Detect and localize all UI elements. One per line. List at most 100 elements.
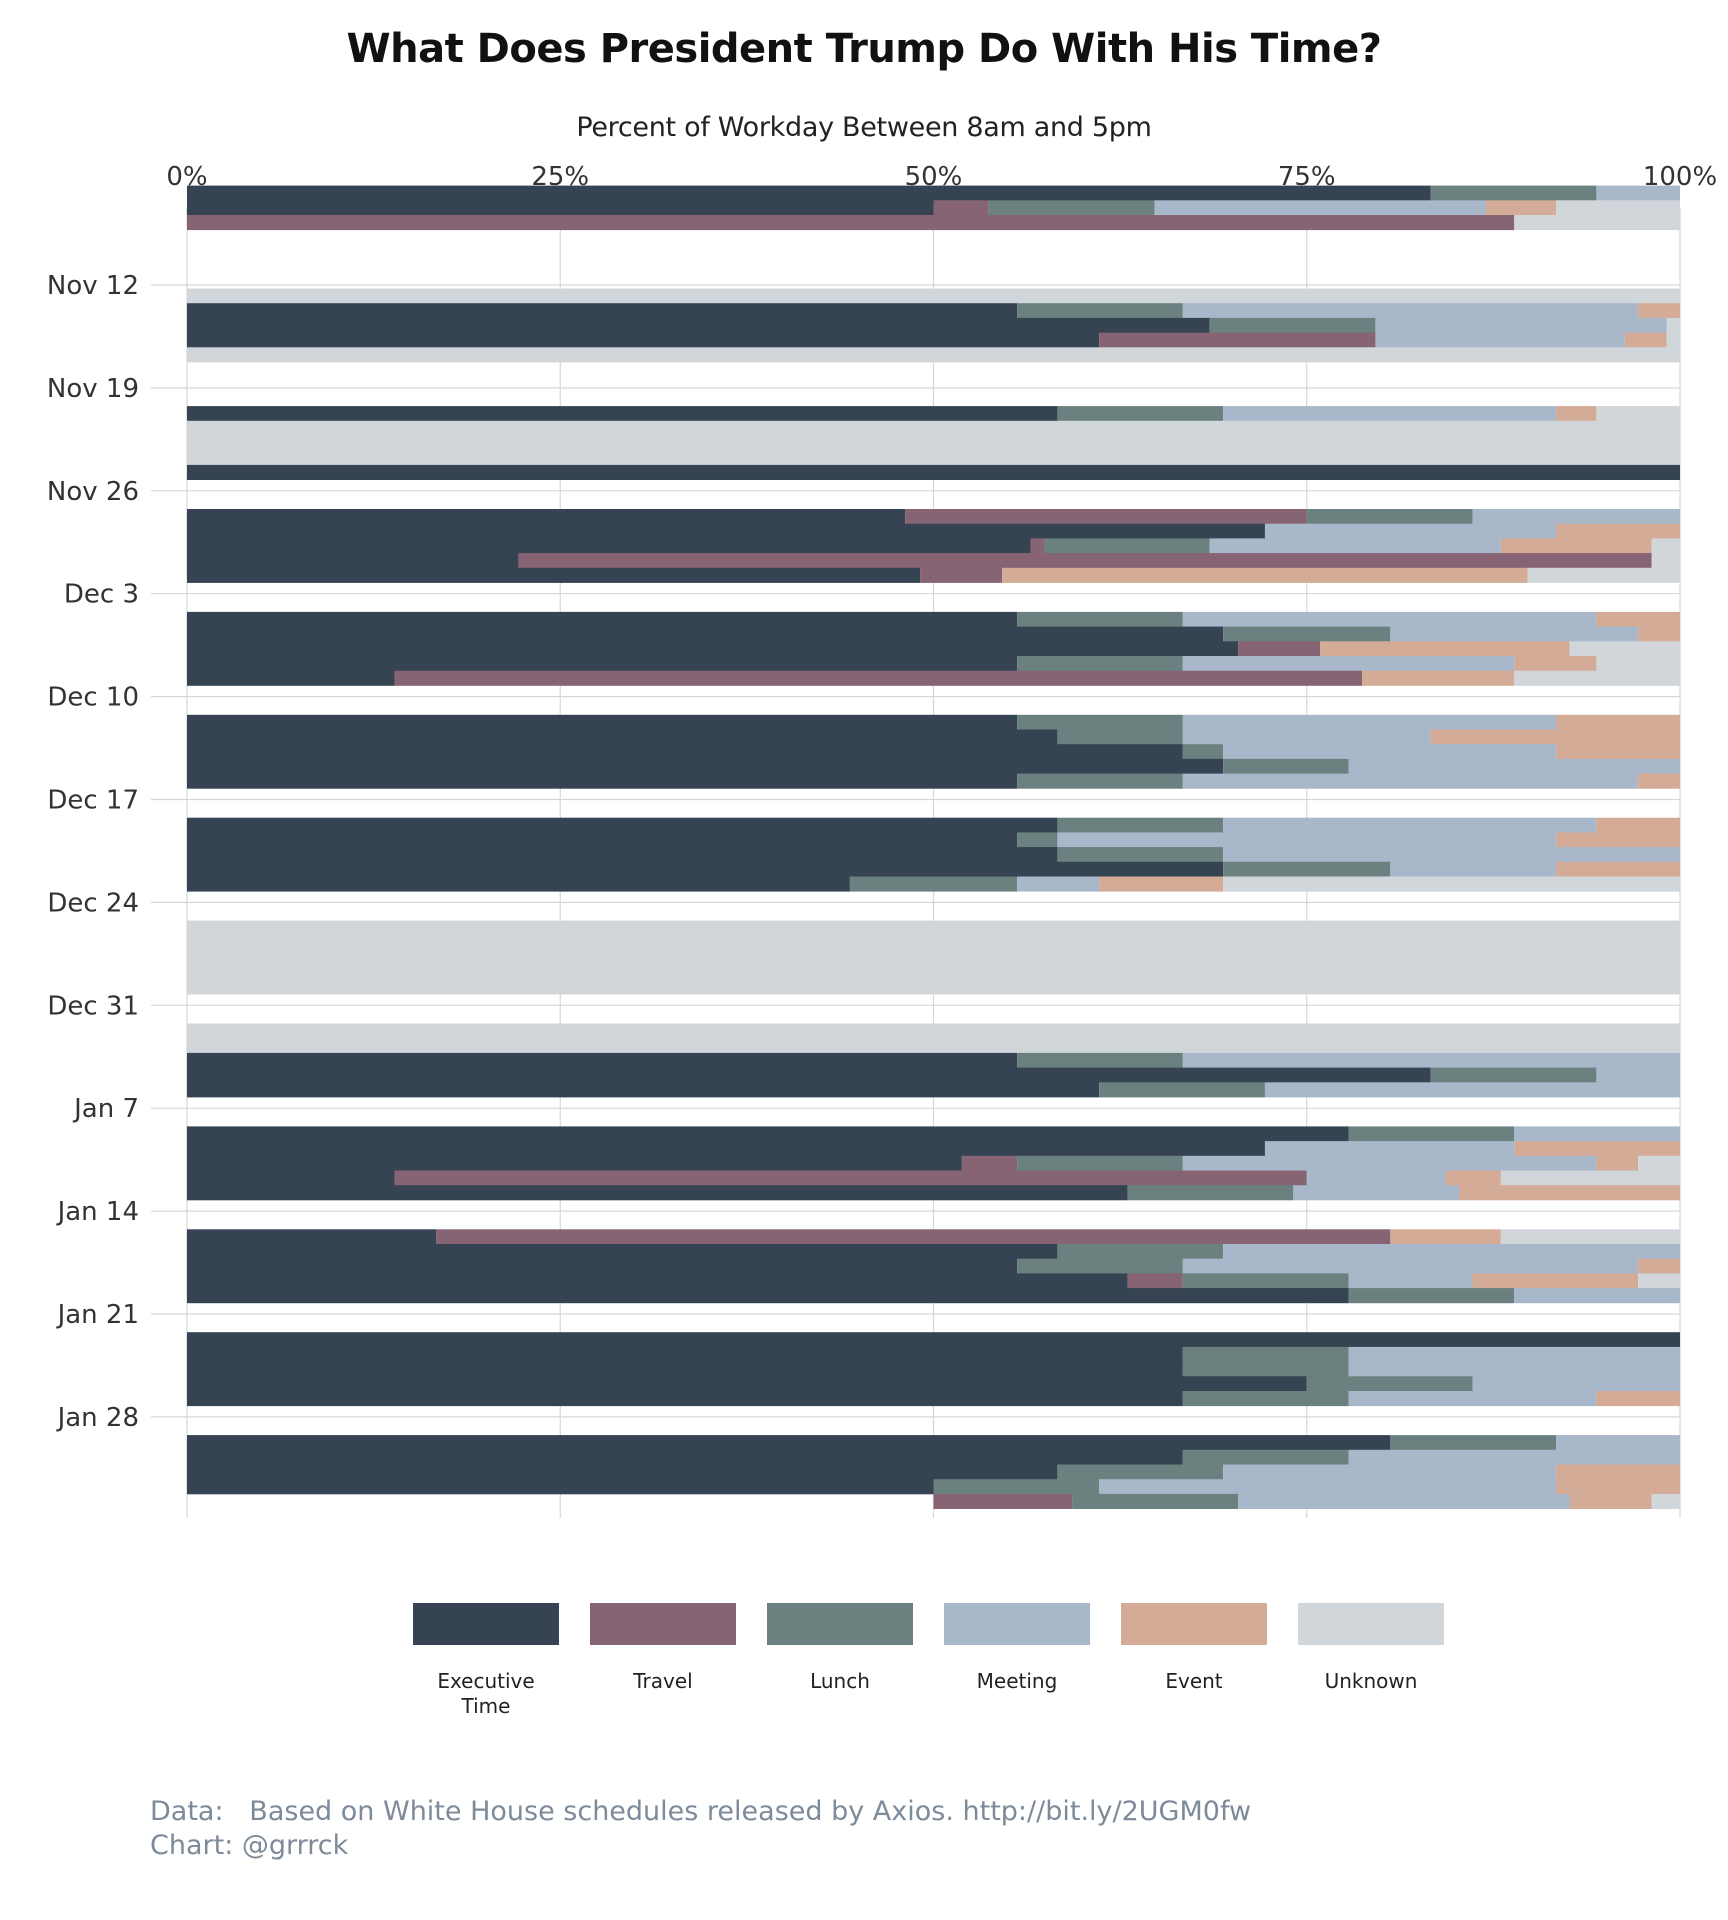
x-tick-label: 50% [905,162,963,192]
bar-segment [187,714,1018,730]
legend-label: Lunch [810,1669,870,1693]
bar-segment [1472,1376,1680,1392]
bar-segment [1527,567,1680,583]
bar-segment [1182,744,1224,760]
bar-segment [1514,215,1680,231]
bar-segment [1638,626,1680,642]
bar-segment [1223,1244,1680,1260]
bar-segment [1651,538,1680,554]
bar-segment [1348,1273,1473,1289]
bar-segment [1127,1273,1183,1289]
bar-segment [1209,538,1501,554]
bar-segment [1556,744,1680,760]
bar-segment [1182,656,1515,672]
y-tick-label: Nov 26 [47,477,139,507]
bar-segment [1638,1273,1680,1289]
bar-segment [1348,1391,1597,1407]
bar-segment [394,670,1362,686]
bar-segment [1002,567,1528,583]
bar-segment [1306,1376,1473,1392]
bar-segment [1390,1229,1501,1245]
bar-segment [1666,317,1680,333]
legend-label: Travel [633,1669,693,1693]
bar-segment [1293,1185,1460,1201]
bar-segment [187,670,395,686]
bar-segment [1638,1258,1680,1274]
bar-segment [1430,729,1680,745]
bar-segment [1223,861,1391,877]
bar-segment [187,1067,1431,1083]
bar-segment [1596,185,1680,201]
x-tick-label: 100% [1643,162,1717,192]
bar-segment [1182,1258,1639,1274]
bar-segment [187,817,1058,833]
bar-segment [1500,1229,1680,1245]
bar-segment [1666,332,1680,348]
bar-segment [1238,641,1321,657]
bar-segment [1223,876,1680,892]
bar-segment [1556,523,1680,539]
bar-segment [1099,332,1376,348]
bar-segment [187,920,1680,936]
bar-segment [187,1038,1680,1054]
y-tick-label: Dec 17 [47,786,139,816]
bar-segment [187,979,1680,995]
bar-segment [1017,1052,1183,1068]
bar-segment [187,950,1680,966]
y-tick-label: Dec 31 [47,991,139,1021]
bar-segment [1072,1493,1239,1509]
bar-segment [1182,1391,1349,1407]
bar-segment [1057,729,1183,745]
bar-segment [933,200,989,216]
bar-segment [187,964,1680,980]
bar-segment [187,538,1031,554]
bar-segment [1017,611,1183,627]
bar-segment [1375,332,1625,348]
x-tick-label: 75% [1278,162,1336,192]
bar-segment [1030,538,1044,554]
bar-segment [1500,538,1652,554]
bar-segment [1306,509,1473,525]
bar-segment [187,758,1224,774]
bar-segment [1556,1464,1680,1480]
bar-segment [1057,406,1224,422]
y-tick-label: Dec 24 [47,888,139,918]
y-tick-label: Jan 21 [56,1300,139,1330]
bar-segment [187,847,1058,863]
chart-subtitle: Percent of Workday Between 8am and 5pm [576,112,1152,143]
caption-author: Chart: @grrrck [150,1830,349,1861]
bar-segment [187,553,519,569]
legend-label: Event [1165,1669,1223,1693]
bar-segment [187,641,1239,657]
bar-segment [187,1141,1265,1157]
y-tick-label: Dec 3 [64,580,139,610]
bar-segment [1569,1493,1652,1509]
bar-segment [1182,303,1639,319]
bar-segment [1238,1493,1570,1509]
bar-segment [187,1244,1058,1260]
bar-segment [187,1376,1307,1392]
bar-segment [187,1449,1183,1465]
bar-segment [1556,200,1680,216]
bar-segment [1651,553,1680,569]
bar-segment [187,1464,1058,1480]
legend-label: Meeting [976,1669,1058,1693]
bar-segment [1556,1479,1680,1495]
bar-segment [1223,406,1557,422]
y-tick-label: Nov 19 [47,374,139,404]
bar-segment [1209,317,1376,333]
bar-segment [187,1082,1100,1098]
bar-segment [1459,1185,1680,1201]
bar-segment [1390,1435,1557,1451]
bar-segment [1182,1052,1680,1068]
bar-segment [187,347,1680,363]
legend-swatch [767,1603,913,1645]
bar-segment [1182,1346,1349,1362]
bar-segment [1182,1449,1349,1465]
legend-label: Unknown [1324,1669,1418,1693]
bar-segment [1223,1464,1557,1480]
bar-segment [1306,1170,1446,1186]
bar-segment [1485,200,1557,216]
bar-segment [1182,1273,1349,1289]
